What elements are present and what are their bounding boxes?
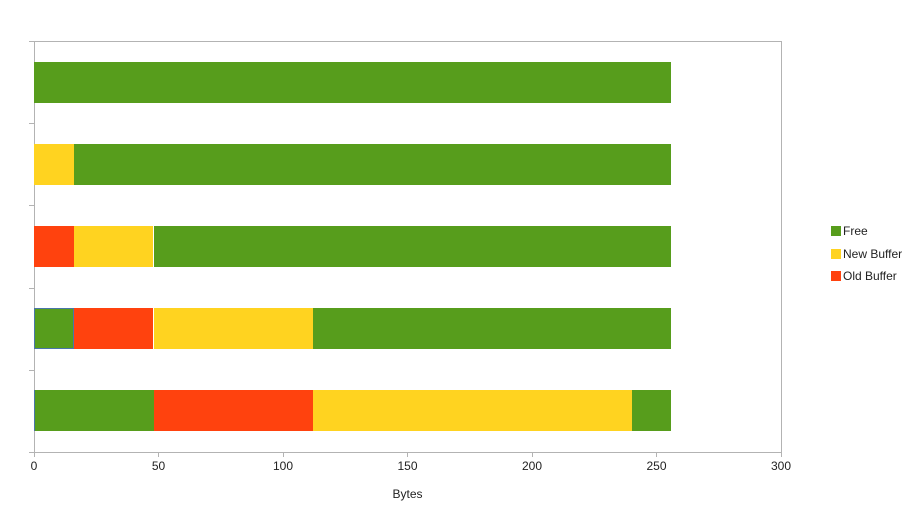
x-axis-tick [33,452,35,457]
legend-label-old-buffer: Old Buffer [843,269,897,284]
plot-border-top [34,41,782,42]
bar-segment-new-buffer[interactable] [312,390,632,432]
y-axis-tick [29,369,34,371]
x-axis-tick-label: 50 [151,459,166,473]
legend-swatch-new-buffer [831,248,841,259]
bar-segment-new-buffer[interactable] [73,226,154,267]
plot-border-right [781,41,782,453]
bar-segment-old-buffer[interactable] [153,390,313,432]
bar-segment-free[interactable] [34,390,154,432]
bar-segment-free[interactable] [73,143,672,185]
y-axis-tick [29,205,34,207]
x-axis-tick-label: 300 [770,459,792,473]
x-axis-tick [407,452,408,457]
x-axis-tick [531,452,533,457]
x-axis-tick-label: 200 [521,459,543,473]
legend-swatch-old-buffer [831,271,841,282]
bar-segment-old-buffer[interactable] [73,308,154,350]
y-axis-tick [29,41,34,42]
legend-label-new-buffer: New Buffer [843,246,903,261]
x-axis-tick-label: 0 [30,459,38,473]
bar-segment-new-buffer[interactable] [153,308,313,350]
y-axis-tick [29,123,34,125]
x-axis-tick-label: 250 [646,459,667,473]
bar-segment-free[interactable] [34,61,672,103]
legend-swatch-free [831,226,841,237]
x-axis-tick [656,452,657,457]
legend: Free New Buffer Old Buffer [831,220,902,288]
x-axis-tick-label: 150 [397,459,418,473]
x-axis-tick [282,452,284,457]
bar-segment-old-buffer[interactable] [34,226,74,267]
bar-segment-free[interactable] [153,226,672,267]
legend-item-free[interactable]: Free [831,220,902,243]
x-axis-tick [158,452,159,457]
bar-segment-free[interactable] [631,390,672,432]
legend-item-new-buffer[interactable]: New Buffer [831,243,902,266]
legend-item-old-buffer[interactable]: Old Buffer [831,265,902,288]
y-axis-tick [29,452,34,453]
legend-label-free: Free [843,224,868,239]
bar-segment-free[interactable] [312,308,672,350]
bar-segment-new-buffer[interactable] [34,143,74,185]
x-axis-tick [780,452,782,457]
x-axis-title: Bytes [392,487,423,501]
x-axis-tick-label: 100 [272,459,294,473]
bar-segment-free[interactable] [34,308,74,350]
y-axis-tick [29,287,34,289]
